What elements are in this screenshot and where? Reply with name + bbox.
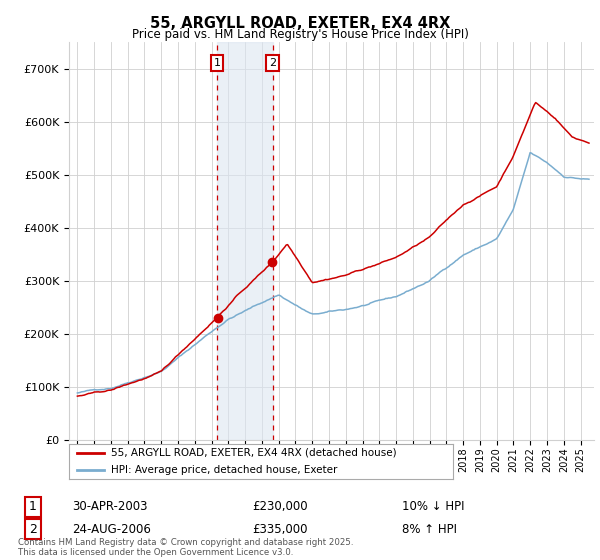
Text: Contains HM Land Registry data © Crown copyright and database right 2025.
This d: Contains HM Land Registry data © Crown c… [18,538,353,557]
Text: 55, ARGYLL ROAD, EXETER, EX4 4RX: 55, ARGYLL ROAD, EXETER, EX4 4RX [150,16,450,31]
Text: 55, ARGYLL ROAD, EXETER, EX4 4RX (detached house): 55, ARGYLL ROAD, EXETER, EX4 4RX (detach… [111,448,397,458]
Text: 2: 2 [29,522,37,536]
Text: HPI: Average price, detached house, Exeter: HPI: Average price, detached house, Exet… [111,465,338,475]
Text: 24-AUG-2006: 24-AUG-2006 [72,522,151,536]
Text: 1: 1 [214,58,221,68]
Text: Price paid vs. HM Land Registry's House Price Index (HPI): Price paid vs. HM Land Registry's House … [131,28,469,41]
Text: £230,000: £230,000 [252,500,308,514]
Text: 1: 1 [29,500,37,514]
Text: 8% ↑ HPI: 8% ↑ HPI [402,522,457,536]
Text: 2: 2 [269,58,277,68]
Text: £335,000: £335,000 [252,522,308,536]
Text: 10% ↓ HPI: 10% ↓ HPI [402,500,464,514]
Text: 30-APR-2003: 30-APR-2003 [72,500,148,514]
Bar [217,42,273,440]
